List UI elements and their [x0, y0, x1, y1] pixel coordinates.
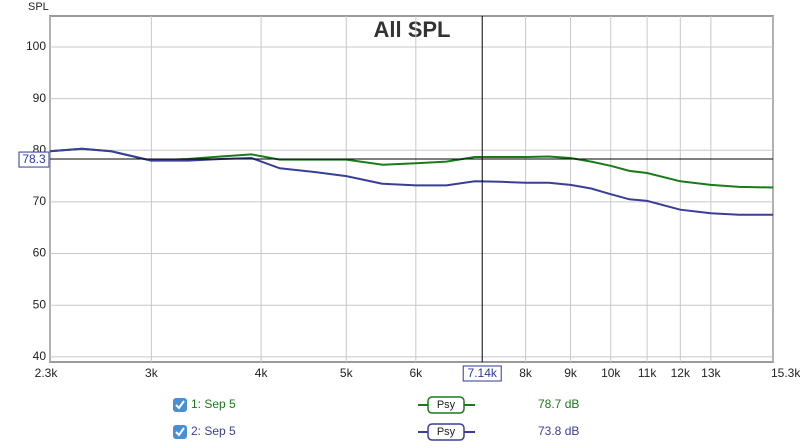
- x-tick-label: 8k: [519, 366, 533, 380]
- y-tick-label: 90: [33, 91, 47, 105]
- legend-readout: 78.7 dB: [538, 397, 579, 411]
- legend-readout: 73.8 dB: [538, 424, 579, 438]
- x-tick-label: 12k: [671, 366, 691, 380]
- x-tick-label: 3k: [145, 366, 159, 380]
- legend-name: 2: Sep 5: [191, 424, 236, 438]
- legend-name: 1: Sep 5: [191, 397, 236, 411]
- x-tick-label: 6k: [409, 366, 423, 380]
- chart-title: All SPL: [373, 17, 450, 42]
- legend-check[interactable]: [175, 427, 185, 437]
- x-tick-label: 5k: [340, 366, 354, 380]
- x-tick-label: 11k: [638, 366, 657, 380]
- cursor-y-label: 78.3: [22, 152, 46, 166]
- legend-smoothing-box[interactable]: [427, 423, 465, 441]
- legend-smoothing: Psy: [437, 399, 456, 411]
- x-tick-label: 13k: [701, 366, 721, 380]
- y-tick-label: 50: [33, 297, 47, 311]
- legend-smoothing-box[interactable]: [427, 396, 465, 414]
- x-tick-label: 10k: [601, 366, 621, 380]
- cursor-x-label: 7.14k: [468, 366, 498, 380]
- y-tick-label: 60: [33, 246, 47, 260]
- cursor-y-box: [18, 151, 50, 168]
- y-tick-label: 100: [26, 39, 46, 53]
- y-tick-label: 70: [33, 194, 47, 208]
- legend-smoothing: Psy: [437, 426, 456, 438]
- x-tick-label: 2.3k: [35, 366, 59, 380]
- cursor-x-box: [462, 365, 502, 382]
- x-tick-label: 15.3kHz: [771, 366, 800, 380]
- y-axis-label: SPL: [28, 1, 49, 13]
- plot-area: [49, 15, 774, 363]
- y-tick-label: 40: [33, 349, 47, 363]
- series-line: [49, 147, 773, 216]
- x-tick-label: 9k: [564, 366, 578, 380]
- x-tick-label: 4k: [255, 366, 269, 380]
- legend-check[interactable]: [175, 400, 185, 410]
